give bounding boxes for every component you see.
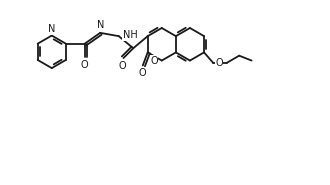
Text: O: O — [215, 58, 223, 68]
Text: O: O — [139, 68, 147, 78]
Text: O: O — [150, 56, 158, 65]
Text: NH: NH — [123, 31, 137, 41]
Text: N: N — [97, 20, 105, 30]
Text: O: O — [118, 61, 126, 71]
Text: O: O — [81, 60, 88, 70]
Text: N: N — [48, 24, 55, 34]
